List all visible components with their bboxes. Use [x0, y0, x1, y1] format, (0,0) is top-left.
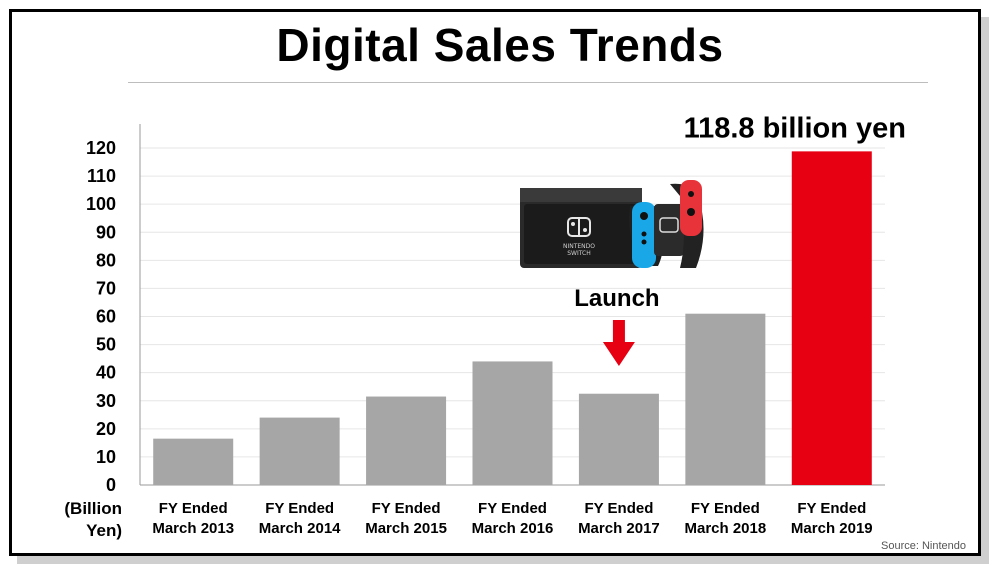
- y-tick-label: 80: [96, 250, 116, 270]
- chart-title: Digital Sales Trends: [276, 19, 724, 71]
- svg-text:SWITCH: SWITCH: [567, 250, 591, 257]
- y-tick-label: 110: [87, 166, 116, 186]
- x-tick-label: March 2016: [472, 520, 554, 537]
- launch-arrow-icon: [602, 320, 635, 366]
- x-tick-label: March 2013: [152, 520, 234, 537]
- x-tick-label: FY Ended: [797, 500, 866, 517]
- y-tick-label: 90: [96, 222, 116, 242]
- y-tick-label: 50: [96, 335, 116, 355]
- x-tick-label: FY Ended: [159, 500, 228, 517]
- value-callout: 118.8 billion yen: [684, 112, 906, 144]
- y-tick-label: 30: [96, 391, 116, 411]
- svg-text:NINTENDO: NINTENDO: [563, 243, 595, 250]
- y-tick-label: 40: [96, 363, 116, 383]
- y-tick-label: 120: [86, 138, 116, 158]
- x-tick-label: FY Ended: [478, 500, 547, 517]
- y-axis-unit-label: (Billion Yen): [40, 498, 122, 542]
- bar: [153, 438, 234, 485]
- x-tick-label: March 2018: [684, 520, 766, 537]
- x-tick-label: FY Ended: [372, 500, 441, 517]
- x-tick-label: March 2017: [578, 520, 660, 537]
- x-tick-label: FY Ended: [584, 500, 653, 517]
- y-tick-label: 0: [106, 475, 116, 495]
- y-tick-label: 70: [96, 278, 116, 298]
- source-note: Source: Nintendo: [881, 540, 966, 552]
- bar: [578, 393, 659, 485]
- y-axis-unit-line-2: Yen): [86, 521, 122, 540]
- bar: [366, 396, 447, 485]
- title-divider: [128, 82, 928, 83]
- bar: [472, 361, 553, 485]
- x-tick-label: March 2019: [791, 520, 873, 537]
- nintendo-switch-console-image: NINTENDO SWITCH: [520, 180, 704, 268]
- bar: [685, 313, 766, 485]
- x-tick-label: March 2014: [259, 520, 341, 537]
- x-tick-label: FY Ended: [265, 500, 334, 517]
- x-tick-label: March 2015: [365, 520, 447, 537]
- y-tick-label: 100: [86, 194, 116, 214]
- y-tick-label: 10: [96, 447, 116, 467]
- bar: [791, 151, 872, 485]
- launch-label: Launch: [574, 285, 659, 312]
- y-tick-label: 20: [96, 419, 116, 439]
- y-axis-unit-line-1: (Billion: [64, 499, 122, 518]
- y-tick-label: 60: [96, 307, 116, 327]
- bar: [259, 417, 340, 485]
- x-tick-label: FY Ended: [691, 500, 760, 517]
